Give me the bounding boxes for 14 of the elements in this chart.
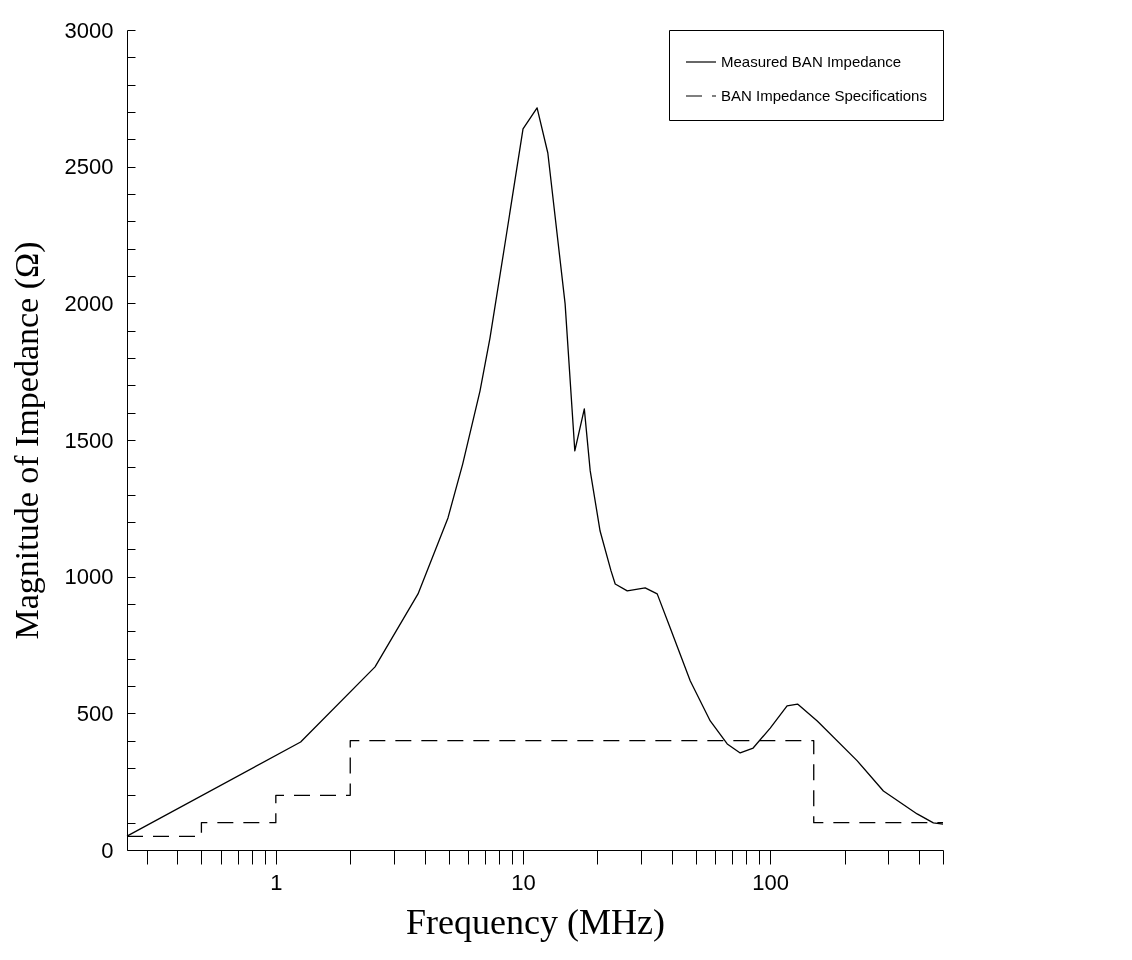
- x-tick-label: 10: [511, 869, 536, 895]
- y-tick-label: 1000: [64, 564, 114, 590]
- y-tick-label: 2000: [64, 290, 114, 316]
- x-tick-label: 1: [270, 869, 283, 895]
- legend-label: BAN Impedance Specifications: [721, 87, 927, 104]
- y-tick-label: 500: [76, 700, 114, 726]
- y-tick-label: 2500: [64, 154, 114, 180]
- y-tick-label: 3000: [64, 17, 114, 43]
- x-axis-title: Frequency (MHz): [406, 901, 665, 942]
- y-axis-title: Magnitude of Impedance (Ω): [7, 241, 46, 640]
- y-tick-label: 0: [101, 837, 114, 863]
- y-tick-label: 1500: [64, 427, 114, 453]
- legend-label: Measured BAN Impedance: [721, 53, 902, 70]
- x-tick-label: 100: [752, 869, 790, 895]
